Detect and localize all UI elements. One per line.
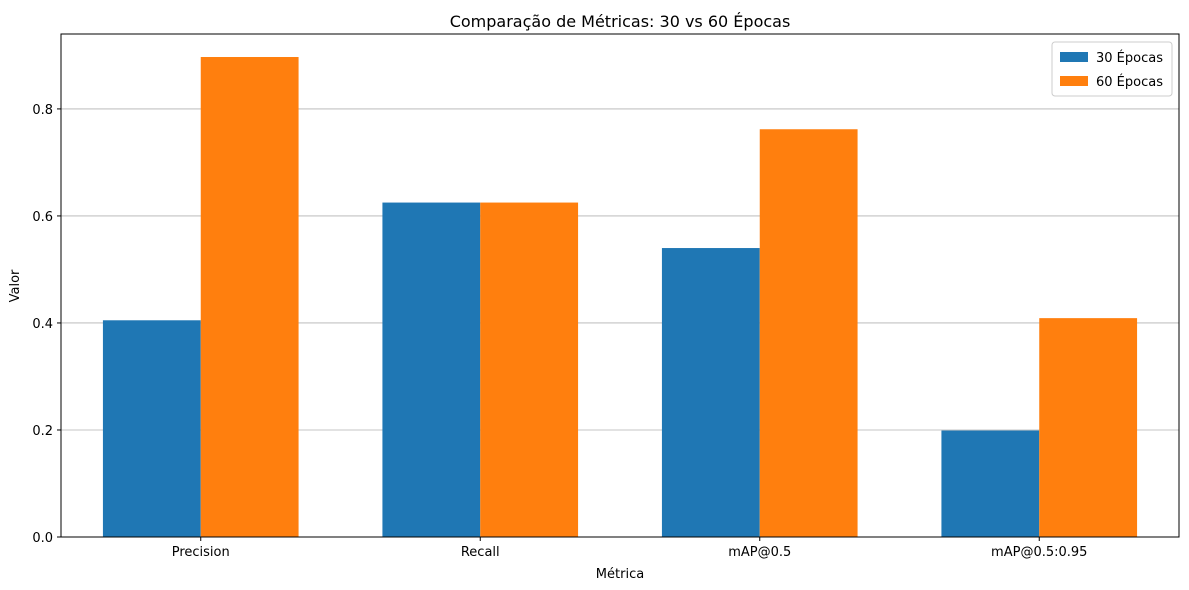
legend-swatch-60-epocas [1060, 76, 1088, 86]
plot-frame [60, 33, 1180, 538]
x-tick-label-recall: Recall [461, 545, 500, 560]
y-axis-ticks: 0.0 0.2 0.4 0.6 0.8 [32, 103, 61, 546]
legend: 30 Épocas 60 Épocas [1051, 41, 1173, 97]
bar-60-pocas-map-0-5 [759, 129, 858, 537]
chart-title: Comparação de Métricas: 30 vs 60 Épocas [450, 12, 791, 31]
y-tick-label: 0.8 [32, 103, 53, 118]
y-axis-title: Valor [8, 269, 23, 302]
y-tick-label: 0.4 [32, 317, 53, 332]
y-tick-label: 0.2 [32, 424, 53, 439]
bar-60-pocas-map-0-5-0-95 [1039, 318, 1138, 537]
y-tick-label: 0.6 [32, 210, 53, 225]
x-tick-label-map-0-5-0-95: mAP@0.5:0.95 [991, 545, 1087, 560]
legend-swatch-30-epocas [1060, 52, 1088, 62]
x-tick-label-precision: Precision [172, 545, 230, 560]
legend-label-30-epocas: 30 Épocas [1096, 50, 1163, 66]
bar-30-pocas-precision [102, 320, 201, 537]
y-tick-label: 0.0 [32, 531, 53, 546]
bar-60-pocas-recall [480, 202, 579, 537]
x-tick-label-map-0-5: mAP@0.5 [728, 545, 791, 560]
bar-30-pocas-map-0-5 [661, 248, 760, 538]
bar-60-pocas-precision [200, 57, 299, 537]
x-axis-ticks: Precision Recall mAP@0.5 mAP@0.5:0.95 [172, 537, 1087, 560]
bar-30-pocas-recall [382, 202, 481, 537]
bars [102, 57, 1138, 538]
x-axis-title: Métrica [596, 567, 644, 582]
legend-label-60-epocas: 60 Épocas [1096, 74, 1163, 90]
bar-30-pocas-map-0-5-0-95 [941, 430, 1040, 537]
